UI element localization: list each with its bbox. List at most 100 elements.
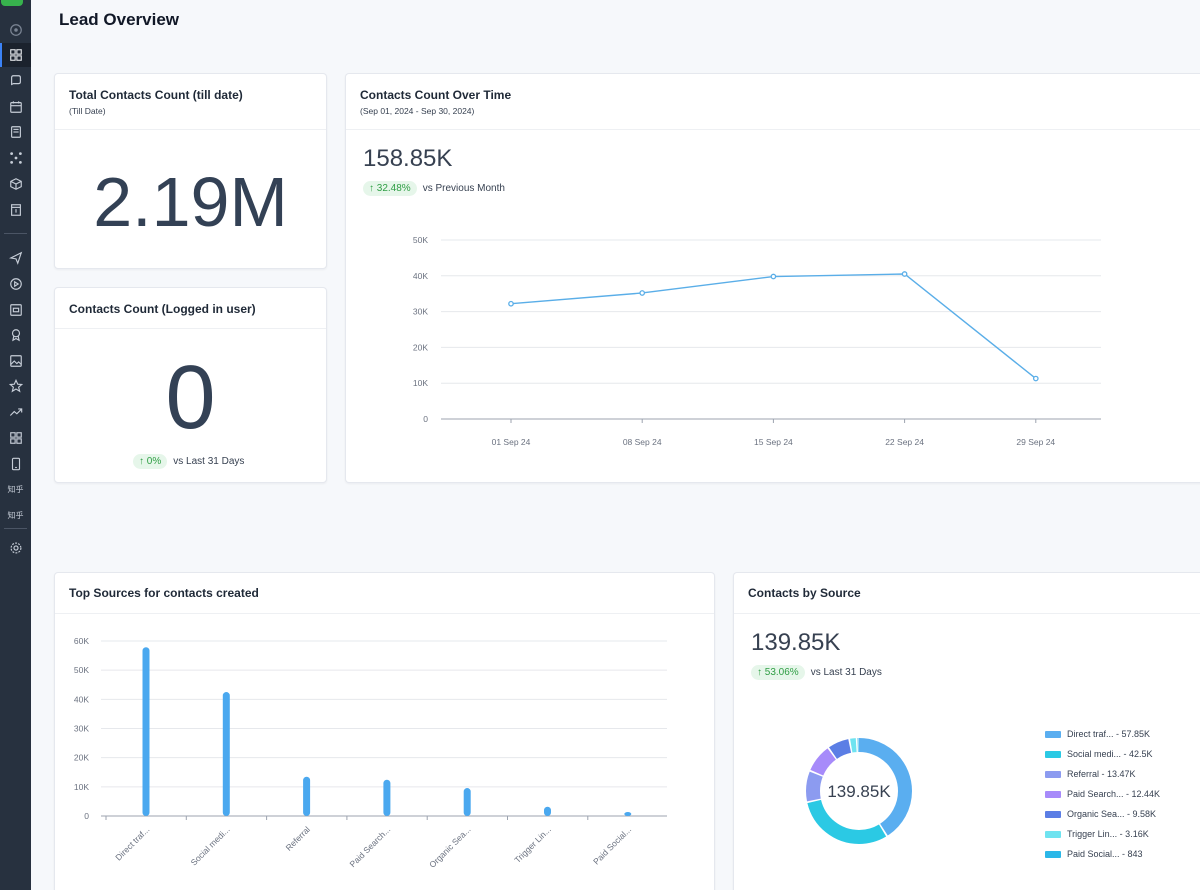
page-title: Lead Overview — [59, 10, 180, 29]
document-icon[interactable] — [0, 198, 31, 222]
workflow-icon[interactable] — [0, 146, 31, 170]
data-point[interactable] — [639, 290, 646, 296]
y-tick-label: 40K — [74, 694, 89, 704]
image-icon[interactable] — [0, 349, 31, 373]
total-contacts-value: 2.19M — [93, 163, 288, 241]
contacts-by-source-value: 139.85K — [751, 629, 841, 656]
card-header: Contacts Count (Logged in user) — [55, 288, 326, 329]
legend-swatch — [1045, 810, 1061, 818]
card-title: Contacts by Source — [748, 586, 861, 600]
logged-in-contacts-value: 0 — [165, 348, 216, 448]
star-icon[interactable] — [0, 374, 31, 398]
trend-caption: vs Previous Month — [422, 183, 505, 194]
legend-label: Paid Social... - 843 — [1067, 849, 1143, 859]
legend-item[interactable]: Referral - 13.47K — [1045, 764, 1160, 784]
donut-chart: 139.85K — [806, 738, 912, 844]
apps-grid-icon[interactable] — [0, 426, 31, 450]
bar[interactable] — [624, 812, 632, 816]
card-header: Top Sources for contacts created — [55, 573, 714, 614]
legend-item[interactable]: Paid Search... - 12.44K — [1045, 784, 1160, 804]
legend-label: Referral - 13.47K — [1067, 769, 1136, 779]
legend-swatch — [1045, 750, 1061, 758]
y-tick-label: 0 — [84, 811, 89, 821]
donut-slice[interactable] — [806, 738, 912, 844]
x-tick-label: Paid Social... — [591, 824, 633, 866]
trend-row: ↑ 32.48% vs Previous Month — [363, 181, 505, 196]
legend-label: Social medi... - 42.5K — [1067, 749, 1153, 759]
trend-badge: ↑ 0% — [133, 454, 168, 469]
contacts-over-time-card: Contacts Count Over Time (Sep 01, 2024 -… — [345, 73, 1200, 483]
card-header: Contacts by Source — [734, 573, 1200, 614]
send-icon[interactable] — [0, 246, 31, 270]
logo-icon[interactable] — [0, 18, 31, 42]
bar[interactable] — [463, 788, 471, 816]
trend-row: ↑ 53.06% vs Last 31 Days — [751, 665, 882, 680]
x-tick-label: Social medi... — [189, 824, 232, 867]
trend-caption: vs Last 31 Days — [810, 667, 882, 678]
card-subtitle: (Sep 01, 2024 - Sep 30, 2024) — [360, 106, 475, 116]
zhihu-text-2[interactable]: 知乎 — [0, 503, 31, 527]
dashboard-icon[interactable] — [0, 43, 31, 67]
x-tick-label: 01 Sep 24 — [492, 437, 531, 447]
legend-swatch — [1045, 850, 1061, 858]
data-point[interactable] — [770, 273, 777, 280]
legend-item[interactable]: Direct traf... - 57.85K — [1045, 724, 1160, 744]
sidebar-divider — [4, 233, 27, 234]
badge-icon[interactable] — [0, 323, 31, 347]
y-tick-label: 50K — [413, 235, 428, 245]
legend-swatch — [1045, 770, 1061, 778]
contacts-over-time-value: 158.85K — [363, 145, 453, 172]
brand-tab — [1, 0, 23, 6]
card-header: Total Contacts Count (till date) (Till D… — [55, 74, 326, 130]
legend-item[interactable]: Organic Sea... - 9.58K — [1045, 804, 1160, 824]
donut-slice[interactable] — [806, 738, 912, 844]
data-point[interactable] — [508, 300, 514, 307]
legend-item[interactable]: Social medi... - 42.5K — [1045, 744, 1160, 764]
data-point[interactable] — [901, 271, 908, 277]
bar[interactable] — [383, 779, 391, 816]
data-point[interactable] — [1032, 375, 1039, 382]
donut-slice[interactable] — [806, 738, 912, 844]
legend-swatch — [1045, 830, 1061, 838]
donut-legend: Direct traf... - 57.85K Social medi... - … — [1045, 724, 1160, 864]
x-tick-label: Direct traf... — [113, 824, 151, 862]
trend-icon[interactable] — [0, 400, 31, 424]
x-tick-label: Referral — [284, 824, 313, 853]
bar[interactable] — [222, 692, 230, 816]
x-tick-label: 29 Sep 24 — [1016, 437, 1055, 447]
contacts-book-icon[interactable] — [0, 120, 31, 144]
chat-icon[interactable] — [0, 69, 31, 93]
legend-label: Trigger Lin... - 3.16K — [1067, 829, 1149, 839]
card-header: Contacts Count Over Time (Sep 01, 2024 -… — [346, 74, 1200, 130]
play-icon[interactable] — [0, 272, 31, 296]
x-tick-label: 15 Sep 24 — [754, 437, 793, 447]
bar[interactable] — [544, 806, 551, 816]
bar[interactable] — [142, 647, 150, 816]
legend-item[interactable]: Paid Social... - 843 — [1045, 844, 1160, 864]
logged-in-contacts-card: Contacts Count (Logged in user) 0 ↑ 0% v… — [54, 287, 327, 483]
legend-label: Paid Search... - 12.44K — [1067, 789, 1161, 799]
card-title: Total Contacts Count (till date) — [69, 88, 243, 102]
trend-caption: vs Last 31 Days — [173, 456, 245, 467]
calendar-icon[interactable] — [0, 95, 31, 119]
y-tick-label: 10K — [74, 782, 89, 792]
y-tick-label: 20K — [413, 342, 428, 352]
legend-label: Direct traf... - 57.85K — [1067, 729, 1151, 739]
bar[interactable] — [303, 776, 311, 816]
legend-swatch — [1045, 790, 1061, 798]
legend-item[interactable]: Trigger Lin... - 3.16K — [1045, 824, 1160, 844]
y-tick-label: 50K — [74, 665, 89, 675]
card-title: Top Sources for contacts created — [69, 586, 259, 600]
y-tick-label: 30K — [74, 724, 89, 734]
contacts-by-source-card: Contacts by Source 139.85K ↑ 53.06% vs L… — [733, 572, 1200, 890]
card-subtitle: (Till Date) — [69, 106, 106, 116]
form-icon[interactable] — [0, 298, 31, 322]
y-tick-label: 30K — [413, 307, 428, 317]
donut-center-label: 139.85K — [827, 782, 891, 801]
mobile-icon[interactable] — [0, 452, 31, 476]
zhihu-text-1[interactable]: 知乎 — [0, 477, 31, 501]
settings-icon[interactable] — [0, 536, 31, 560]
box-icon[interactable] — [0, 172, 31, 196]
line-chart: 0 10K 20K 30K 40K 50K 01 Sep 24 08 Sep 24 15 Sep… — [413, 235, 1101, 447]
x-tick-label: Trigger Lin... — [512, 824, 553, 865]
